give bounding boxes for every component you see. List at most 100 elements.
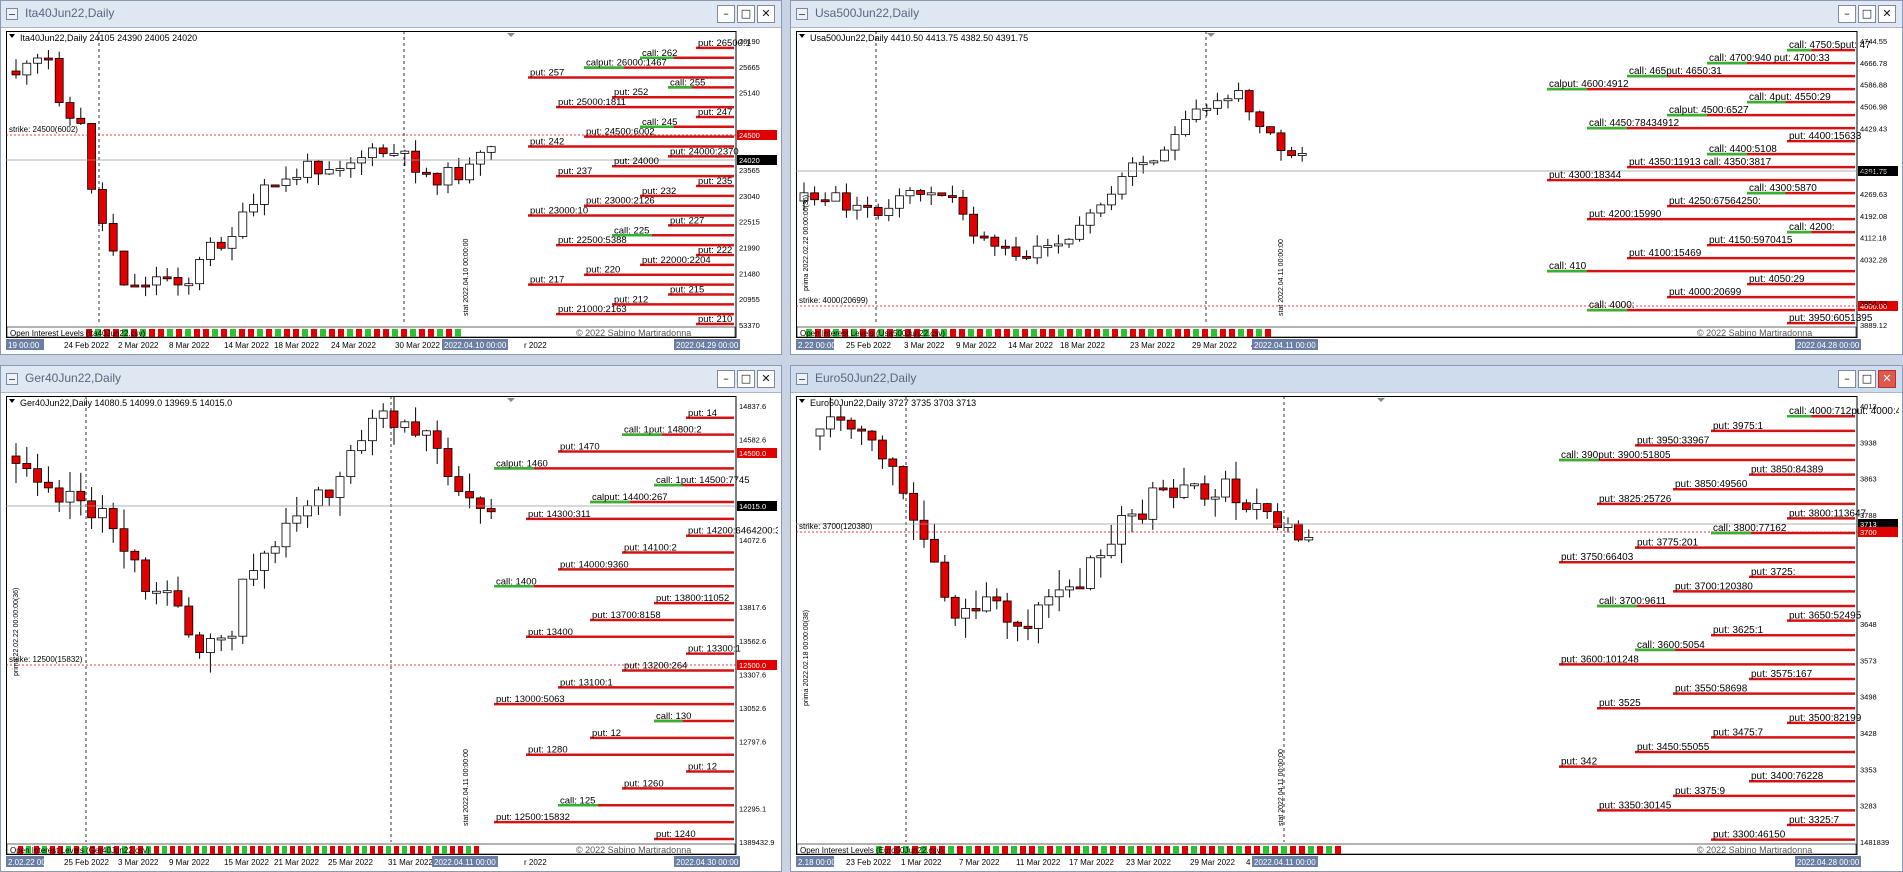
- candle-body: [216, 241, 226, 249]
- close-button[interactable]: ✕: [1878, 5, 1896, 23]
- copyright-label: © 2022 Sabino Martiradonna: [576, 845, 691, 855]
- date-axis-label: 29 Mar 2022: [1190, 858, 1235, 867]
- candle-body: [119, 250, 129, 286]
- oi-strip-bar: [58, 846, 63, 854]
- candle-body: [940, 561, 950, 598]
- chart-window-euro50[interactable]: Euro50Jun22,Daily – □ ✕ Euro50Jun22,Dail…: [790, 365, 1903, 872]
- oi-strip-bar: [275, 329, 281, 337]
- minimize-button[interactable]: –: [1838, 370, 1856, 388]
- candle-body: [961, 608, 971, 619]
- price-axis-label: 4429.43: [1860, 124, 1887, 133]
- oi-strip-bar: [258, 846, 263, 854]
- price-axis-label: 13307.6: [739, 670, 766, 679]
- oi-level-label: put: 3475:7: [1713, 727, 1763, 738]
- oi-level-label: put: 3825:25726: [1599, 494, 1672, 505]
- oi-strip-bar: [851, 329, 857, 337]
- chart-area[interactable]: Euro50Jun22,Daily 3727 3735 3703 3713 str…: [796, 396, 1899, 868]
- oi-strip-bar: [1121, 329, 1127, 337]
- oi-level-label: put: 237: [558, 166, 592, 177]
- minimize-button[interactable]: –: [717, 5, 735, 23]
- price-tag: [737, 155, 777, 165]
- chart-header: Usa500Jun22,Daily 4410.50 4413.75 4382.5…: [810, 33, 1028, 43]
- price-tag: [737, 660, 777, 670]
- price-axis-label: 14015.0: [739, 502, 766, 511]
- oi-strip-bar: [1200, 846, 1206, 854]
- candle-body: [249, 204, 259, 213]
- candle-body: [873, 207, 883, 216]
- close-button[interactable]: ✕: [757, 370, 775, 388]
- candle-body: [367, 417, 377, 442]
- copyright-label: © 2022 Sabino Martiradonna: [1697, 845, 1812, 855]
- oi-level-label: put: 3400:76228: [1751, 771, 1824, 782]
- date-tag: [796, 856, 834, 867]
- oi-level-label: put: 14: [688, 408, 717, 419]
- date-axis-label: 2022.04.30 00:00: [676, 858, 739, 867]
- maximize-button[interactable]: □: [1858, 5, 1876, 23]
- oi-strip-bar: [474, 846, 479, 854]
- date-axis-label: 9 Mar 2022: [956, 341, 997, 350]
- oi-level-label: put: 232: [642, 186, 676, 197]
- price-axis-label: 21480: [739, 269, 760, 278]
- oi-strip-bar: [230, 329, 236, 337]
- oi-strip-bar: [1247, 329, 1253, 337]
- oi-strip-bar: [1031, 329, 1037, 337]
- oi-strip-bar: [311, 329, 317, 337]
- date-tag: [442, 339, 508, 350]
- oi-strip-bar: [347, 329, 353, 337]
- candle-body: [1149, 160, 1159, 164]
- candle-body: [130, 550, 140, 561]
- date-tag: [6, 856, 44, 867]
- candlestick-chart[interactable]: Ger40Jun22,Daily 14080.5 14099.0 13969.5…: [6, 396, 778, 868]
- title-bar[interactable]: Ger40Jun22,Daily – □ ✕: [1, 366, 781, 393]
- oi-strip-bar: [428, 329, 434, 337]
- oi-level-label: call: 390put: 3900:51805: [1561, 450, 1671, 461]
- chart-window-usa500[interactable]: Usa500Jun22,Daily – □ ✕ Usa500Jun22,Dail…: [790, 0, 1903, 355]
- oi-level-label: call: 125: [560, 795, 595, 806]
- candle-body: [389, 410, 399, 428]
- oi-indicator-label: Open Interest Levels (Euro50Jun22.csv): [800, 846, 944, 855]
- oi-strip-bar: [1220, 329, 1226, 337]
- oi-level-label: put: 3850:84389: [1751, 465, 1824, 476]
- stat-label: stat 2022.04.11 00:00:00: [1278, 239, 1285, 316]
- price-axis-label: 3700: [1860, 528, 1877, 537]
- oi-strip-bar: [1202, 329, 1208, 337]
- price-axis-label: 3573: [1860, 656, 1877, 665]
- price-axis-label: 4032.28: [1860, 255, 1887, 264]
- chart-area[interactable]: Usa500Jun22,Daily 4410.50 4413.75 4382.5…: [796, 31, 1899, 351]
- oi-level-label: put: 3325:7: [1789, 815, 1839, 826]
- chart-window-ger40[interactable]: Ger40Jun22,Daily – □ ✕ Ger40Jun22,Daily …: [0, 365, 782, 872]
- price-axis-label: 3938: [1860, 438, 1877, 447]
- maximize-button[interactable]: □: [737, 5, 755, 23]
- minimize-button[interactable]: –: [717, 370, 735, 388]
- oi-strip-bar: [162, 846, 167, 854]
- close-button[interactable]: ✕: [1878, 370, 1896, 388]
- chart-window-ita40[interactable]: Ita40Jun22,Daily – □ ✕ Ita40Jun22,Daily …: [0, 0, 782, 355]
- strike-label: strike: 12500(15832): [9, 655, 83, 664]
- oi-strip-bar: [977, 329, 983, 337]
- oi-strip-bar: [1157, 329, 1163, 337]
- title-bar[interactable]: Ita40Jun22,Daily – □ ✕: [1, 1, 781, 28]
- oi-strip-bar: [1067, 329, 1073, 337]
- candle-body: [259, 552, 269, 571]
- candle-body: [1013, 621, 1023, 627]
- chart-area[interactable]: Ger40Jun22,Daily 14080.5 14099.0 13969.5…: [6, 396, 778, 868]
- candle-body: [825, 416, 835, 430]
- close-button[interactable]: ✕: [757, 5, 775, 23]
- title-bar[interactable]: Usa500Jun22,Daily – □ ✕: [791, 1, 1902, 28]
- date-tag: [796, 339, 834, 350]
- maximize-button[interactable]: □: [1858, 370, 1876, 388]
- oi-strip-bar: [1013, 329, 1019, 337]
- candlestick-chart[interactable]: Usa500Jun22,Daily 4410.50 4413.75 4382.5…: [796, 31, 1899, 351]
- maximize-button[interactable]: □: [737, 370, 755, 388]
- oi-strip-bar: [257, 329, 263, 337]
- oi-strip-bar: [1101, 846, 1107, 854]
- candlestick-chart[interactable]: Ita40Jun22,Daily 24105 24390 24005 24020…: [6, 31, 778, 351]
- chart-area[interactable]: Ita40Jun22,Daily 24105 24390 24005 24020…: [6, 31, 778, 351]
- title-bar[interactable]: Euro50Jun22,Daily – □ ✕: [791, 366, 1902, 393]
- candle-body: [1265, 126, 1275, 134]
- oi-strip-bar: [98, 846, 103, 854]
- candle-body: [981, 596, 991, 612]
- shift-marker-icon: [1207, 33, 1215, 37]
- candlestick-chart[interactable]: Euro50Jun22,Daily 3727 3735 3703 3713 str…: [796, 396, 1899, 868]
- minimize-button[interactable]: –: [1838, 5, 1856, 23]
